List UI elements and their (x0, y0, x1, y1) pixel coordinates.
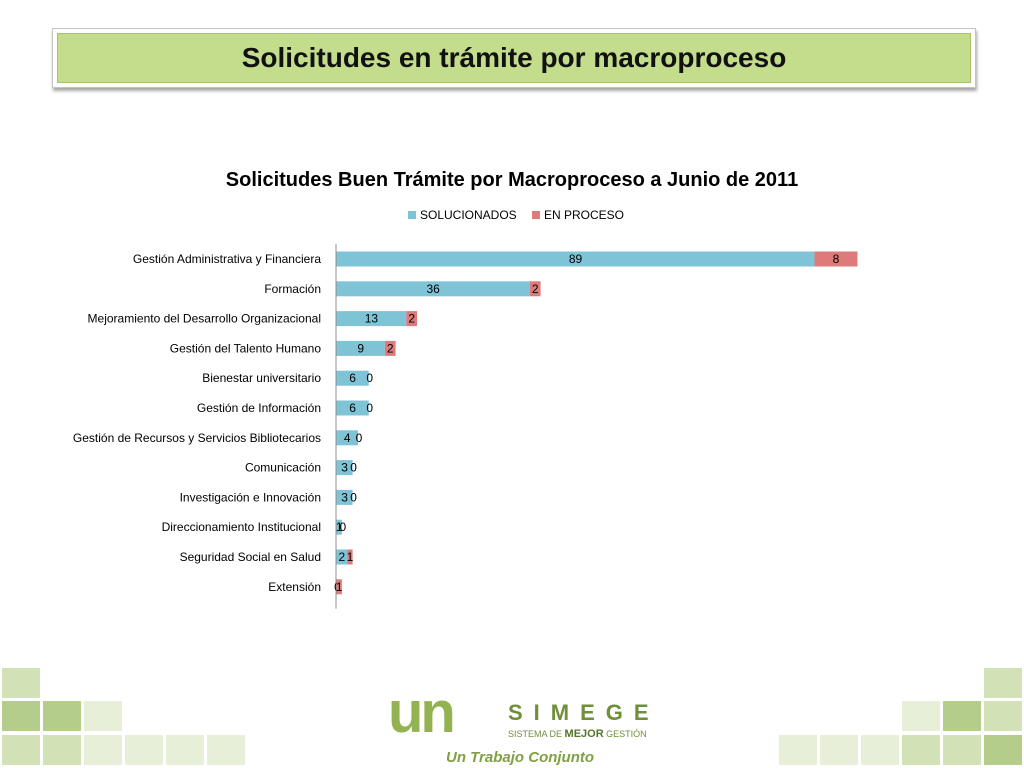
data-label-en-proceso: 0 (356, 431, 363, 445)
bar-en-proceso (384, 340, 396, 356)
decorative-tile (861, 735, 899, 765)
decorative-tile (2, 668, 40, 698)
bar-solucionados (336, 370, 369, 386)
decorative-tile (943, 701, 981, 731)
data-label-solucionados: 2 (339, 550, 346, 564)
bar-en-proceso (406, 311, 418, 327)
data-label-solucionados: 3 (341, 461, 348, 475)
decorative-tile (902, 735, 940, 765)
decorative-tile (207, 735, 245, 765)
data-label-en-proceso: 0 (350, 461, 357, 475)
slide-title: Solicitudes en trámite por macroproceso (241, 42, 787, 73)
decorative-tile (779, 735, 817, 765)
bar-solucionados (336, 281, 530, 297)
legend-entry-en-proceso: EN PROCESO (544, 208, 624, 222)
slide-title-background: Solicitudes en trámite por macroproceso (57, 33, 971, 83)
bar-solucionados (336, 251, 815, 267)
decorative-tile (820, 735, 858, 765)
category-label: Comunicación (245, 461, 321, 475)
category-label: Seguridad Social en Salud (180, 550, 321, 564)
chart-title: Solicitudes Buen Trámite por Macroproces… (226, 169, 798, 191)
logo-mark: un (388, 680, 456, 745)
bar-solucionados (336, 340, 385, 356)
bar-solucionados (336, 519, 342, 535)
data-label-en-proceso: 2 (532, 282, 539, 296)
data-label-solucionados: 89 (569, 252, 583, 266)
bar-solucionados (336, 400, 369, 416)
legend-swatch-solucionados (408, 211, 416, 219)
data-label-solucionados: 4 (344, 431, 351, 445)
category-label: Extensión (268, 580, 321, 594)
data-label-en-proceso: 0 (366, 401, 373, 415)
bar-en-proceso (529, 281, 541, 297)
decorative-tile (125, 735, 163, 765)
data-label-en-proceso: 0 (350, 490, 357, 504)
decorative-tile (84, 701, 122, 731)
data-label-en-proceso: 8 (833, 252, 840, 266)
data-label-en-proceso: 2 (387, 341, 394, 355)
legend-entry-solucionados: SOLUCIONADOS (420, 208, 517, 222)
category-label: Bienestar universitario (202, 371, 321, 385)
category-label: Direccionamiento Institucional (162, 520, 321, 534)
logo-subtitle-bold: MEJOR (564, 728, 604, 740)
data-label-en-proceso: 2 (408, 312, 415, 326)
decorative-tile (84, 735, 122, 765)
decorative-tile (43, 735, 81, 765)
data-label-en-proceso: 1 (336, 580, 343, 594)
decorative-tile (2, 701, 40, 731)
data-label-solucionados: 3 (341, 490, 348, 504)
bar-en-proceso (336, 579, 342, 595)
category-label: Mejoramiento del Desarrollo Organizacion… (88, 312, 321, 326)
decorative-tile (943, 735, 981, 765)
logo-tagline: Un Trabajo Conjunto (446, 749, 595, 766)
decorative-tile (984, 668, 1022, 698)
simege-logo: un SIMEGE SISTEMA DE MEJOR GESTIÓN Un Tr… (388, 684, 660, 766)
legend-swatch-en-proceso (532, 211, 540, 219)
bar-solucionados (336, 430, 358, 446)
decorative-tile (984, 701, 1022, 731)
decorative-tile (984, 735, 1022, 765)
bar-solucionados (336, 549, 348, 565)
data-label-solucionados: 6 (349, 371, 356, 385)
bar-solucionados (336, 311, 407, 327)
data-label-solucionados: 1 (336, 520, 343, 534)
category-label: Gestión Administrativa y Financiera (133, 252, 321, 266)
data-label-en-proceso: 1 (347, 550, 354, 564)
bar-en-proceso (347, 549, 353, 565)
data-label-en-proceso: 0 (366, 371, 373, 385)
bar-chart: Solicitudes Buen Trámite por Macroproces… (73, 169, 858, 609)
decorative-tile (166, 735, 204, 765)
bar-solucionados (336, 489, 353, 505)
category-label: Formación (264, 282, 321, 296)
logo-subtitle-pre: SISTEMA DE (508, 729, 563, 739)
decorative-tile (43, 701, 81, 731)
decorative-tile (2, 735, 40, 765)
decorative-tile (902, 701, 940, 731)
bar-solucionados (336, 460, 353, 476)
data-label-solucionados: 9 (357, 341, 364, 355)
category-label: Gestión de Recursos y Servicios Bibliote… (73, 431, 321, 445)
logo-name: SIMEGE (508, 700, 660, 725)
logo-subtitle-post: GESTIÓN (606, 729, 647, 739)
data-label-solucionados: 6 (349, 401, 356, 415)
category-label: Gestión del Talento Humano (170, 341, 322, 355)
data-label-solucionados: 13 (365, 312, 379, 326)
slide-title-banner: Solicitudes en trámite por macroproceso (52, 28, 976, 88)
data-label-en-proceso: 0 (340, 520, 347, 534)
data-label-solucionados: 36 (427, 282, 441, 296)
logo-subtitle: SISTEMA DE MEJOR GESTIÓN (508, 729, 647, 740)
category-label: Investigación e Innovación (180, 490, 321, 504)
category-label: Gestión de Información (197, 401, 321, 415)
bar-en-proceso (814, 251, 858, 267)
